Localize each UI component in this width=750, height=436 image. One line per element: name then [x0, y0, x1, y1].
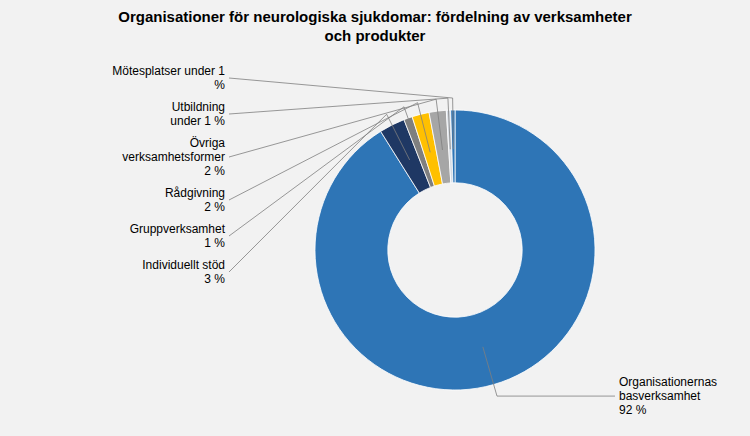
- svg-text:Gruppverksamhet1 %: Gruppverksamhet1 %: [130, 222, 226, 250]
- svg-text:Utbildningunder 1 %: Utbildningunder 1 %: [170, 100, 225, 128]
- svg-text:Organisationernasbasverksamhet: Organisationernasbasverksamhet92 %: [619, 375, 717, 417]
- svg-text:Mötesplatser under 1%: Mötesplatser under 1%: [112, 64, 225, 92]
- svg-text:Övrigaverksamhetsformer2 %: Övrigaverksamhetsformer2 %: [122, 136, 225, 178]
- html-text:Organisationer för neurologisk: Organisationer för neurologiska sjukdoma…: [118, 8, 632, 44]
- svg-text:Individuellt stöd3 %: Individuellt stöd3 %: [142, 258, 225, 286]
- svg-text:Rådgivning2 %: Rådgivning2 %: [165, 186, 225, 214]
